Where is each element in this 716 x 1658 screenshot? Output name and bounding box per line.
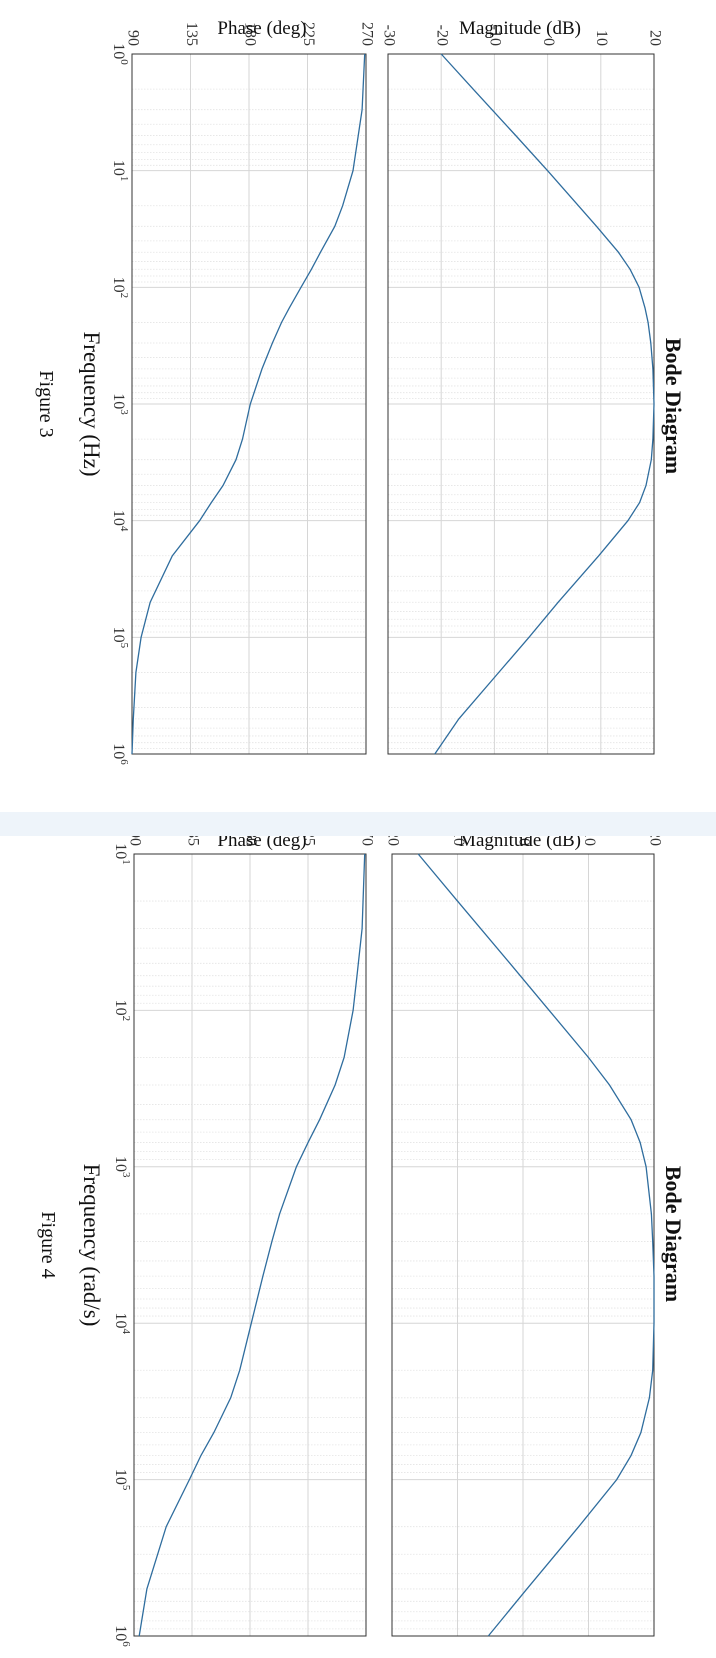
phase-tick-label: 180 (241, 22, 258, 46)
magnitude-axis-label: Magnitude (dB) (459, 18, 581, 39)
frequency-tick-label: 106 (112, 1625, 132, 1647)
phase-panel: 90 135 180 225 270 Phase (deg) (126, 836, 375, 1637)
frequency-tick-label: 104 (110, 510, 130, 532)
frequency-tick-label: 103 (112, 1156, 132, 1178)
phase-tick-label: 180 (242, 836, 259, 846)
phase-tick-label: 270 (358, 22, 375, 46)
phase-tick-label: 225 (300, 22, 317, 46)
magnitude-curve (417, 853, 655, 1637)
magnitude-tick-label: -10 (487, 25, 504, 46)
magnitude-tick-label: 0 (540, 38, 557, 46)
phase-panel: 90 135 180 225 270 Phase (deg) (124, 18, 375, 755)
magnitude-curve (434, 53, 655, 755)
phase-axis-label: Phase (deg) (217, 18, 306, 39)
phase-tick-label: 90 (126, 836, 143, 846)
frequency-tick-label: 106 (110, 743, 130, 765)
chart-title: Bode Diagram (661, 338, 686, 474)
frequency-tick-label: 103 (110, 393, 130, 415)
figure-caption: Figure 3 (35, 370, 57, 437)
frequency-axis-label: Frequency (rad/s) (79, 1164, 104, 1327)
magnitude-axis-label: Magnitude (dB) (459, 836, 581, 851)
magnitude-tick-label: 20 (646, 836, 663, 846)
phase-tick-label: 270 (358, 836, 375, 846)
magnitude-panel: -20 -10 0 10 20 Magnitude (dB) (384, 836, 663, 1637)
phase-axes-box (131, 53, 367, 755)
figure-3-panel: Bode Diagram -30 -20 -10 0 10 20 Magnitude (dB)… (0, 0, 716, 812)
magnitude-tick-label: 10 (593, 30, 610, 46)
frequency-tick-label: 102 (110, 277, 130, 299)
phase-axis-label: Phase (deg) (217, 836, 306, 851)
frequency-tick-label: 101 (112, 843, 132, 865)
magnitude-tick-label: -20 (434, 25, 451, 46)
phase-tick-label: 135 (184, 836, 201, 846)
frequency-tick-label: 101 (110, 160, 130, 182)
magnitude-tick-label: 0 (515, 838, 532, 846)
figure-caption: Figure 4 (37, 1211, 59, 1278)
frequency-tick-label: 100 (110, 43, 130, 65)
phase-tick-label: 225 (300, 836, 317, 846)
frequency-tick-label: 105 (110, 627, 130, 649)
frequency-tick-label: 105 (112, 1469, 132, 1491)
frequency-tick-label: 102 (112, 1000, 132, 1022)
phase-axes-box (133, 853, 367, 1637)
phase-curve (131, 53, 366, 755)
magnitude-axes-box (391, 853, 655, 1637)
phase-curve (138, 853, 366, 1637)
frequency-axis-label: Frequency (Hz) (79, 332, 104, 477)
magnitude-tick-label: -10 (450, 836, 467, 846)
figure-3-chart: Bode Diagram -30 -20 -10 0 10 20 Magnitude (dB)… (35, 18, 686, 765)
magnitude-tick-label: -20 (384, 836, 401, 846)
magnitude-tick-label: 20 (646, 30, 663, 46)
chart-title: Bode Diagram (661, 1166, 686, 1302)
phase-tick-label: 135 (183, 22, 200, 46)
magnitude-panel: -30 -20 -10 0 10 20 Magnitude (dB) (380, 18, 663, 755)
frequency-tick-label: 104 (112, 1312, 132, 1334)
magnitude-tick-label: -30 (380, 25, 397, 46)
magnitude-tick-label: 10 (581, 836, 598, 846)
phase-tick-label: 90 (124, 30, 141, 46)
